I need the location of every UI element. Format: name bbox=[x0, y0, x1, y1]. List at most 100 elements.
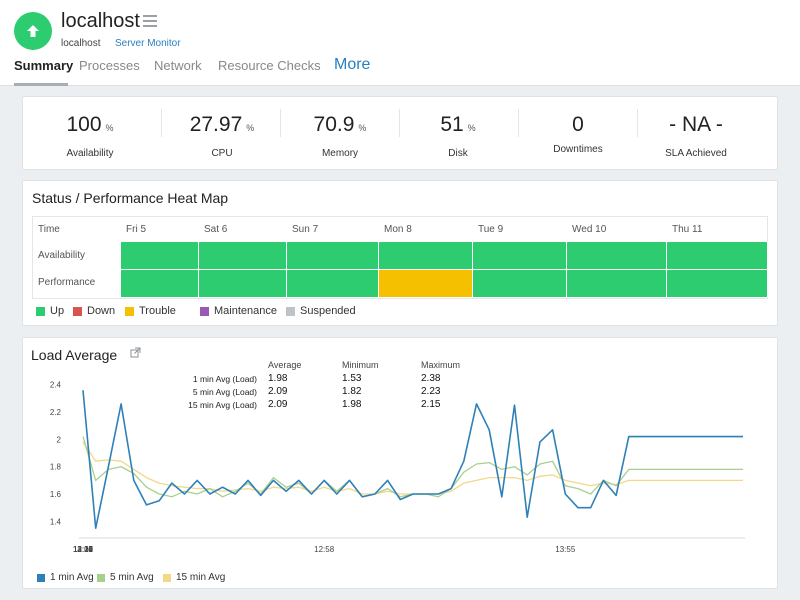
legend-swatch bbox=[200, 306, 209, 316]
x-tick-label: 12:20 bbox=[73, 545, 94, 554]
legend-swatch bbox=[125, 306, 134, 316]
x-tick-label: 12:01 bbox=[73, 545, 94, 554]
load-average-card: Load Average Average Minimum Maximum 1 min … bbox=[22, 337, 778, 589]
day-header: Mon 8 bbox=[384, 224, 412, 235]
heatmap-cell[interactable] bbox=[379, 242, 473, 269]
legend-item: Down bbox=[73, 305, 115, 317]
summary-value: 1.98 bbox=[268, 373, 288, 384]
day-header: Fri 5 bbox=[126, 224, 146, 235]
legend-label: 1 min Avg bbox=[50, 572, 94, 583]
stat-availability: 100% Availability bbox=[31, 97, 149, 171]
stat-value: 70.9 bbox=[313, 113, 355, 136]
heatmap-cell[interactable] bbox=[121, 270, 199, 297]
legend-swatch bbox=[73, 306, 82, 316]
y-tick-label: 1.8 bbox=[50, 463, 62, 472]
heatmap-grid: Time Availability Performance Fri 5 Sat 6… bbox=[32, 216, 768, 299]
summary-header: Minimum bbox=[342, 360, 379, 370]
legend-label: Down bbox=[87, 305, 116, 317]
legend-item: Suspended bbox=[286, 305, 356, 317]
heatmap-cell[interactable] bbox=[667, 270, 768, 297]
x-tick-label: 13:55 bbox=[555, 545, 576, 554]
legend-swatch bbox=[97, 573, 105, 582]
stat-unit: % bbox=[467, 123, 476, 133]
stat-memory: 70.9% Memory bbox=[281, 97, 399, 171]
stat-unit: % bbox=[358, 123, 367, 133]
day-header: Tue 9 bbox=[478, 224, 504, 235]
heatmap-cell[interactable] bbox=[473, 242, 567, 269]
page-title: localhost bbox=[61, 10, 140, 32]
active-tab-indicator bbox=[14, 83, 68, 86]
chart-legend-item[interactable]: 1 min Avg bbox=[37, 572, 94, 583]
summary-value: 2.09 bbox=[268, 399, 288, 410]
series-line-15-min-avg[interactable] bbox=[82, 441, 743, 495]
heatmap-cell[interactable] bbox=[121, 242, 199, 269]
day-header: Wed 10 bbox=[572, 224, 607, 235]
legend-label: 15 min Avg bbox=[176, 572, 226, 583]
heatmap-cell[interactable] bbox=[379, 270, 473, 297]
stat-label: Disk bbox=[448, 148, 468, 159]
tab-network[interactable]: Network bbox=[154, 58, 202, 73]
legend-label: 5 min Avg bbox=[110, 572, 154, 583]
x-tick-label: 13:36 bbox=[73, 545, 94, 554]
x-tick-label: 12:58 bbox=[314, 545, 335, 554]
external-link-icon[interactable] bbox=[130, 347, 141, 358]
legend-swatch bbox=[36, 306, 45, 316]
stat-value: 27.97 bbox=[189, 113, 243, 136]
x-tick-label: 13:17 bbox=[73, 545, 94, 554]
stat-disk: 51% Disk bbox=[399, 97, 517, 171]
chart-legend-item[interactable]: 5 min Avg bbox=[97, 572, 154, 583]
divider bbox=[518, 109, 519, 137]
stat-value: 51 bbox=[440, 113, 464, 136]
divider bbox=[161, 109, 162, 137]
series-line-1-min-avg[interactable] bbox=[82, 390, 743, 529]
y-tick-label: 2.2 bbox=[50, 408, 62, 417]
row-label-availability: Availability bbox=[38, 250, 86, 261]
summary-value: 1.82 bbox=[342, 386, 362, 397]
heatmap-cell[interactable] bbox=[199, 242, 287, 269]
summary-value: 2.09 bbox=[268, 386, 288, 397]
heatmap-cell[interactable] bbox=[287, 270, 379, 297]
stat-cpu: 27.97% CPU bbox=[163, 97, 281, 171]
heatmap-cell[interactable] bbox=[287, 242, 379, 269]
tab-processes[interactable]: Processes bbox=[79, 58, 140, 73]
summary-value: 1.98 bbox=[342, 399, 362, 410]
y-tick-label: 1.6 bbox=[50, 490, 62, 499]
y-tick-label: 2 bbox=[57, 435, 62, 444]
heatmap-cell[interactable] bbox=[567, 270, 667, 297]
heatmap-cell[interactable] bbox=[199, 270, 287, 297]
time-header: Time bbox=[38, 224, 60, 235]
menu-icon[interactable] bbox=[143, 15, 157, 27]
legend-item: Maintenance bbox=[200, 305, 277, 317]
summary-row-label: 15 min Avg (Load) bbox=[188, 400, 257, 410]
summary-row-label: 5 min Avg (Load) bbox=[192, 387, 257, 397]
series-line-5-min-avg[interactable] bbox=[82, 436, 743, 498]
stat-unit: % bbox=[246, 123, 255, 133]
stat-sla: - NA - SLA Achieved bbox=[637, 97, 755, 171]
host-name: localhost bbox=[61, 38, 101, 49]
tab-resource-checks[interactable]: Resource Checks bbox=[218, 58, 321, 73]
stat-downtimes: 0 Downtimes bbox=[519, 97, 637, 171]
legend-swatch bbox=[286, 306, 295, 316]
summary-value: 1.53 bbox=[342, 373, 362, 384]
day-header: Sat 6 bbox=[204, 224, 228, 235]
heatmap-cell[interactable] bbox=[667, 242, 768, 269]
stat-label: CPU bbox=[211, 148, 233, 159]
summary-header: Maximum bbox=[421, 360, 461, 370]
heatmap-cell[interactable] bbox=[567, 242, 667, 269]
row-label-performance: Performance bbox=[38, 277, 96, 288]
stat-unit: % bbox=[105, 123, 114, 133]
tab-summary[interactable]: Summary bbox=[14, 58, 74, 73]
summary-value: 2.23 bbox=[421, 386, 441, 397]
heatmap-title: Status / Performance Heat Map bbox=[32, 190, 229, 206]
summary-header: Average bbox=[268, 360, 302, 370]
divider bbox=[399, 109, 400, 137]
monitor-type-link[interactable]: Server Monitor bbox=[115, 38, 181, 49]
monitor-header: localhost localhost Server Monitor Summa… bbox=[0, 0, 800, 86]
more-tabs-link[interactable]: More bbox=[334, 56, 371, 73]
heatmap-card: Status / Performance Heat Map Time Avail… bbox=[22, 180, 778, 326]
legend-item: Trouble bbox=[125, 305, 176, 317]
chart-legend-item[interactable]: 15 min Avg bbox=[163, 572, 225, 583]
day-header: Sun 7 bbox=[292, 224, 319, 235]
heatmap-cell[interactable] bbox=[473, 270, 567, 297]
